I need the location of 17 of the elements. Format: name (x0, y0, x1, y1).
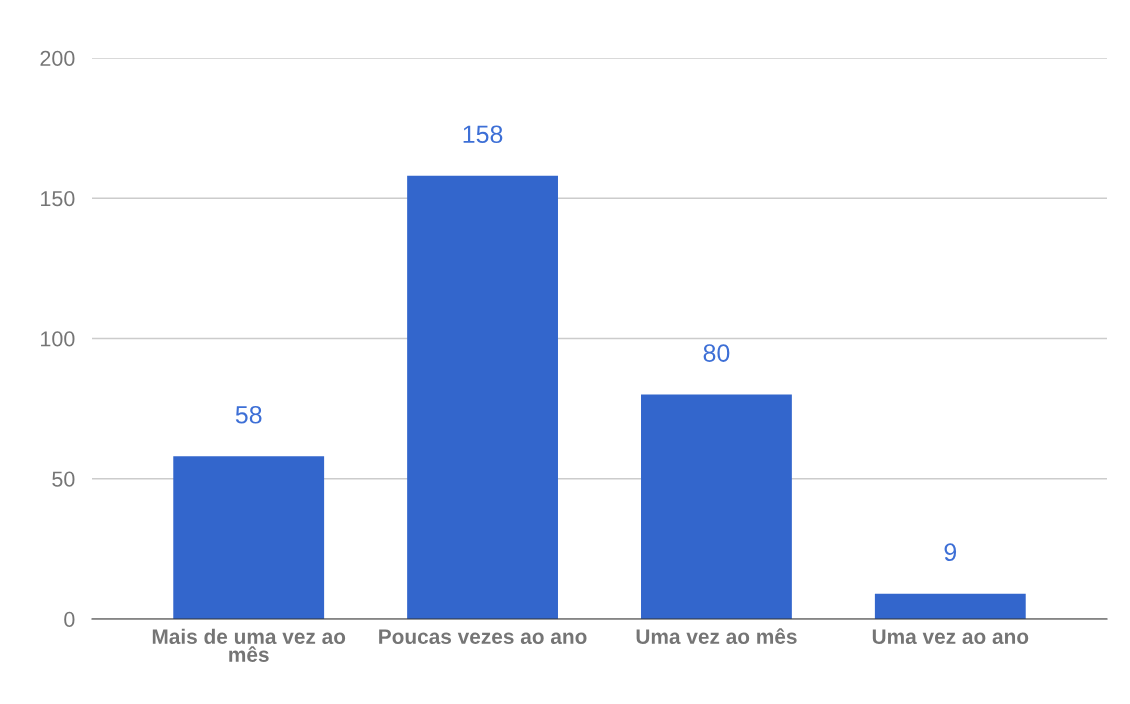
data-label: 58 (235, 405, 262, 424)
bar (173, 456, 325, 619)
data-label: 9 (944, 543, 957, 562)
y-tick-label: 0 (64, 611, 75, 628)
bar (407, 175, 558, 619)
bar (874, 593, 1026, 619)
y-tick-label: 150 (41, 191, 75, 207)
y-tick-label: 200 (40, 50, 75, 67)
bar (641, 394, 792, 619)
x-tick-label: Uma vez ao ano (872, 629, 1029, 645)
y-tick-label: 50 (52, 471, 75, 487)
x-tick-label: Mais de uma vez ao mês (152, 628, 346, 662)
y-tick-label: 100 (41, 331, 75, 347)
data-label: 158 (463, 125, 503, 144)
x-tick-label: Uma vez ao mês (636, 628, 797, 645)
data-label: 80 (703, 344, 730, 362)
x-tick-label: Poucas vezes ao ano (379, 629, 587, 645)
